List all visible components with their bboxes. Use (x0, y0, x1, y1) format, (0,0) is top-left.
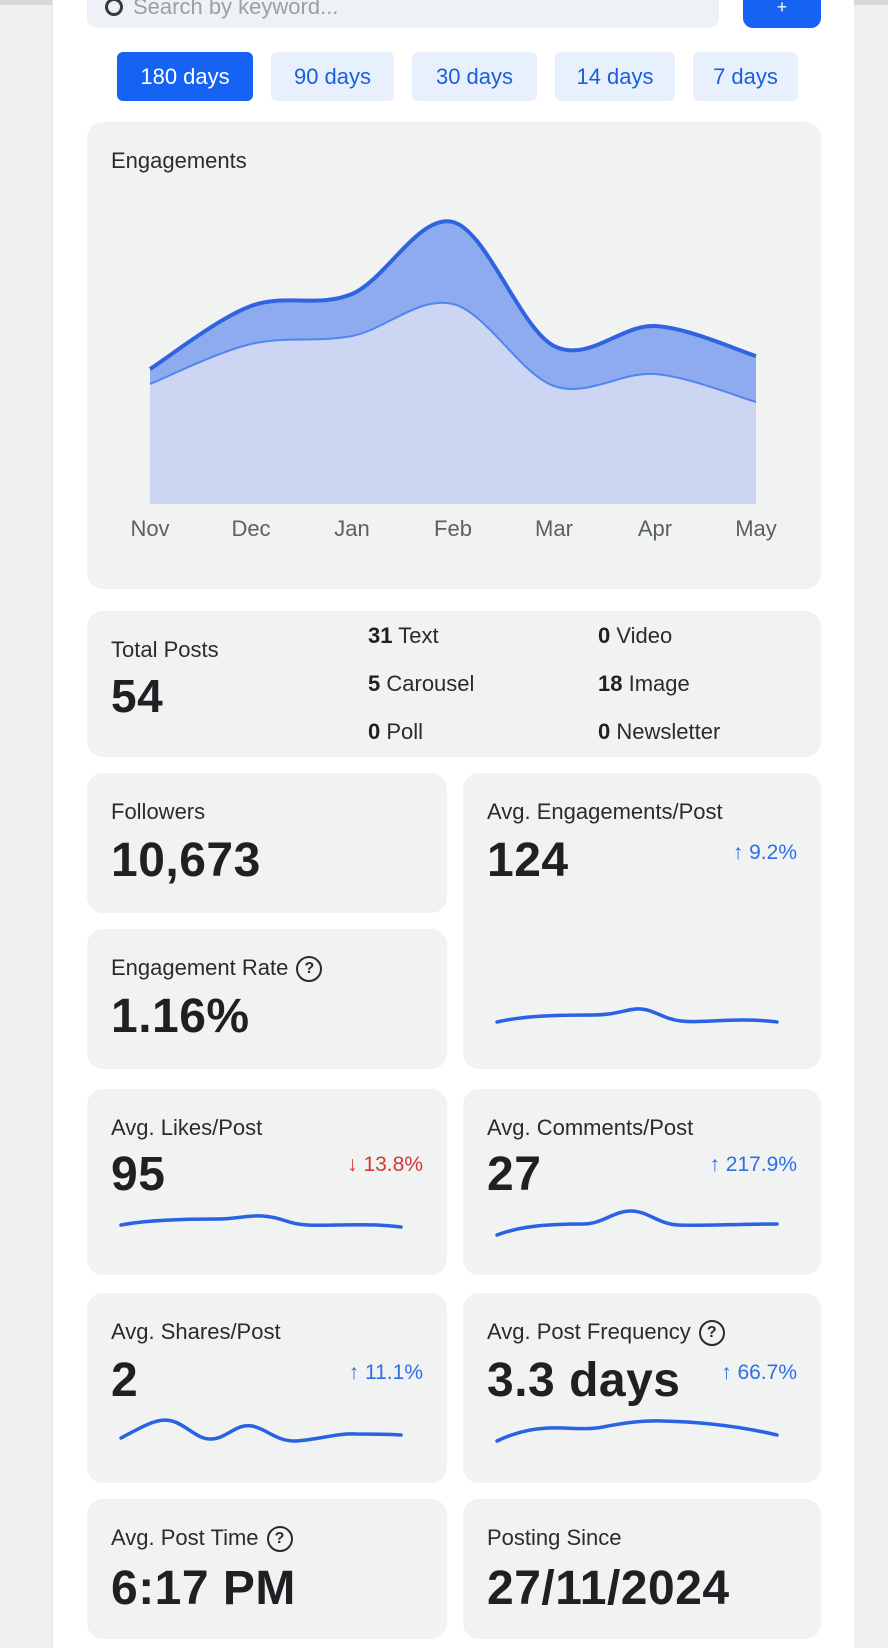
breakdown-type: Text (398, 623, 439, 648)
breakdown-type: Carousel (386, 671, 475, 696)
avg-engagements-value: 124 (487, 834, 569, 887)
sparkline-path (119, 1418, 403, 1443)
followers-label: Followers (111, 799, 206, 824)
avg-frequency-text: Avg. Post Frequency (487, 1319, 691, 1344)
breakdown-type: Image (628, 671, 690, 696)
tab-30-days[interactable]: 30 days (412, 52, 537, 101)
avg-likes-value: 95 (111, 1148, 166, 1201)
x-tick-label: Jan (334, 516, 370, 541)
avg-comments-label: Avg. Comments/Post (487, 1115, 694, 1140)
total-posts-label: Total Posts (111, 637, 219, 662)
breakdown-count: 5 (368, 671, 381, 696)
breakdown-type: Video (616, 623, 673, 648)
avg-post-time-label: Avg. Post Time? (111, 1525, 293, 1553)
avg-shares-label: Avg. Shares/Post (111, 1319, 281, 1344)
x-tick-label: Nov (130, 516, 170, 541)
engagements-title: Engagements (111, 148, 247, 173)
help-icon[interactable]: ? (266, 1526, 293, 1553)
avg-post-time-card: Avg. Post Time? 6:17 PM (87, 1499, 447, 1639)
sparkline-path (119, 1214, 403, 1229)
search-placeholder: Search by keyword... (133, 0, 339, 19)
total-posts-card: Total Posts 54 31 Text 0 Video 5 Carouse… (87, 611, 821, 757)
posting-since-label: Posting Since (487, 1525, 622, 1550)
avg-comments-value: 27 (487, 1148, 542, 1201)
breakdown-newsletter: 0 Newsletter (598, 719, 720, 745)
avg-likes-card: Avg. Likes/Post 95 ↓ 13.8% (87, 1089, 447, 1275)
avg-comments-card: Avg. Comments/Post 27 ↑ 217.9% (463, 1089, 821, 1275)
breakdown-video: 0 Video (598, 623, 672, 649)
engagements-card: Engagements Nov Dec Jan Feb Mar Apr May (87, 122, 821, 589)
avg-frequency-sparkline (495, 1419, 779, 1443)
breakdown-type: Newsletter (616, 719, 721, 744)
filter-button-label: + (776, 0, 788, 17)
search-input[interactable]: Search by keyword... (87, 0, 719, 28)
lower-series-area (150, 302, 756, 504)
filter-button[interactable]: + (743, 0, 821, 28)
tab-14-days[interactable]: 14 days (555, 52, 675, 101)
breakdown-count: 18 (598, 671, 623, 696)
avg-comments-change: ↑ 217.9% (709, 1153, 797, 1176)
avg-comments-sparkline (495, 1209, 779, 1237)
tab-90-days[interactable]: 90 days (271, 52, 394, 101)
breakdown-carousel: 5 Carousel (368, 671, 474, 697)
lower-series-line (149, 301, 757, 403)
avg-shares-value: 2 (111, 1354, 139, 1407)
sparkline-path (495, 1209, 779, 1237)
x-tick-label: May (735, 516, 777, 541)
help-icon[interactable]: ? (698, 1320, 725, 1347)
avg-engagements-change: ↑ 9.2% (732, 841, 797, 864)
avg-likes-change: ↓ 13.8% (347, 1153, 423, 1176)
avg-engagements-sparkline (495, 1007, 779, 1024)
avg-engagements-card: Avg. Engagements/Post 124 ↑ 9.2% (463, 773, 821, 1069)
followers-value: 10,673 (111, 834, 261, 887)
sparkline-path (495, 1419, 779, 1443)
avg-shares-change: ↑ 11.1% (348, 1361, 423, 1384)
posting-since-value: 27/11/2024 (487, 1562, 730, 1615)
avg-frequency-value: 3.3 days (487, 1354, 681, 1407)
posting-since-card: Posting Since 27/11/2024 (463, 1499, 821, 1639)
avg-shares-card: Avg. Shares/Post 2 ↑ 11.1% (87, 1293, 447, 1483)
tab-180-days[interactable]: 180 days (117, 52, 253, 101)
breakdown-poll: 0 Poll (368, 719, 423, 745)
total-posts-value: 54 (111, 670, 164, 722)
engagement-rate-label: Engagement Rate? (111, 955, 323, 983)
avg-likes-sparkline (119, 1214, 403, 1229)
followers-card: Followers 10,673 (87, 773, 447, 913)
x-tick-label: Feb (434, 516, 472, 541)
breakdown-type: Poll (386, 719, 424, 744)
engagements-chart (148, 219, 757, 504)
sparkline-path (495, 1007, 779, 1024)
upper-series-line (148, 219, 757, 371)
avg-frequency-card: Avg. Post Frequency? 3.3 days ↑ 66.7% (463, 1293, 821, 1483)
tab-7-days[interactable]: 7 days (693, 52, 798, 101)
x-tick-label: Mar (535, 516, 573, 541)
engagement-rate-card: Engagement Rate? 1.16% (87, 929, 447, 1069)
avg-frequency-change: ↑ 66.7% (721, 1361, 797, 1384)
avg-shares-sparkline (119, 1418, 403, 1443)
analytics-panel: Search by keyword... + 180 days 90 days … (52, 0, 854, 1648)
avg-engagements-label: Avg. Engagements/Post (487, 799, 723, 824)
date-range-tabs: 180 days 90 days 30 days 14 days 7 days (117, 52, 798, 101)
breakdown-text: 31 Text (368, 623, 439, 649)
breakdown-count: 0 (598, 623, 611, 648)
avg-post-time-text: Avg. Post Time (111, 1525, 259, 1550)
avg-frequency-label: Avg. Post Frequency? (487, 1319, 725, 1347)
breakdown-count: 0 (598, 719, 611, 744)
engagement-rate-text: Engagement Rate (111, 955, 289, 980)
avg-post-time-value: 6:17 PM (111, 1562, 296, 1615)
engagement-rate-value: 1.16% (111, 990, 250, 1043)
breakdown-image: 18 Image (598, 671, 690, 697)
x-tick-label: Dec (231, 516, 271, 541)
avg-likes-label: Avg. Likes/Post (111, 1115, 263, 1140)
help-icon[interactable]: ? (296, 956, 323, 983)
x-tick-label: Apr (637, 516, 673, 541)
breakdown-count: 31 (368, 623, 393, 648)
breakdown-count: 0 (368, 719, 381, 744)
search-icon (105, 0, 123, 16)
